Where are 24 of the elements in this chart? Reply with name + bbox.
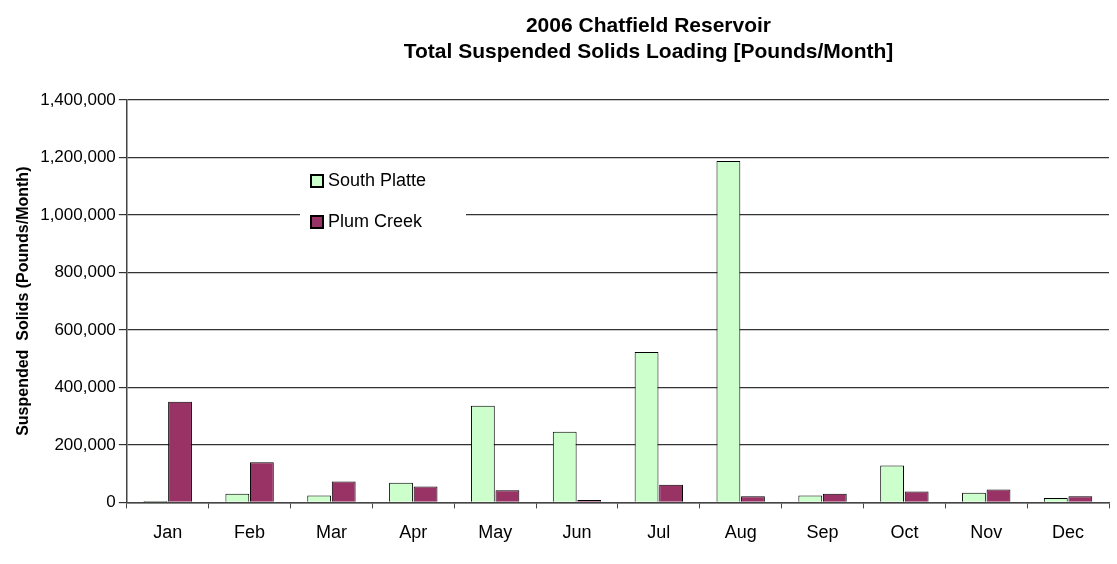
x-tick-label: May <box>478 522 513 543</box>
y-tick-label: 800,000 <box>54 262 116 282</box>
x-tick-label: Apr <box>399 522 428 543</box>
y-tick-label: 1,400,000 <box>40 89 116 109</box>
x-tick-label: Feb <box>234 522 266 543</box>
y-axis-title: Suspended Solids (Pounds/Month) <box>14 166 32 436</box>
x-tick-label: Mar <box>315 522 347 543</box>
x-tick-label: Aug <box>724 522 757 543</box>
x-tick-label: Sep <box>806 522 839 543</box>
legend-label: South Platte <box>328 170 427 191</box>
chart-title: 2006 Chatfield Reservoir Total Suspended Solids Loading [Pounds/Month] <box>402 12 895 64</box>
x-tick-label: Jun <box>562 522 592 543</box>
y-tick-label: 200,000 <box>54 434 116 454</box>
y-tick-label: 1,000,000 <box>40 204 116 224</box>
legend-label: Plum Creek <box>328 211 423 232</box>
y-tick-label: 0 <box>106 492 116 512</box>
x-tick-label: Nov <box>970 522 1003 543</box>
y-tick-label: 1,200,000 <box>40 147 116 167</box>
x-tick-label: Oct <box>890 522 919 543</box>
x-tick-label: Jan <box>153 522 183 543</box>
x-tick-label: Jul <box>647 522 671 543</box>
x-tick-label: Dec <box>1052 522 1085 543</box>
y-tick-label: 400,000 <box>54 377 116 397</box>
y-tick-label: 600,000 <box>54 319 116 339</box>
